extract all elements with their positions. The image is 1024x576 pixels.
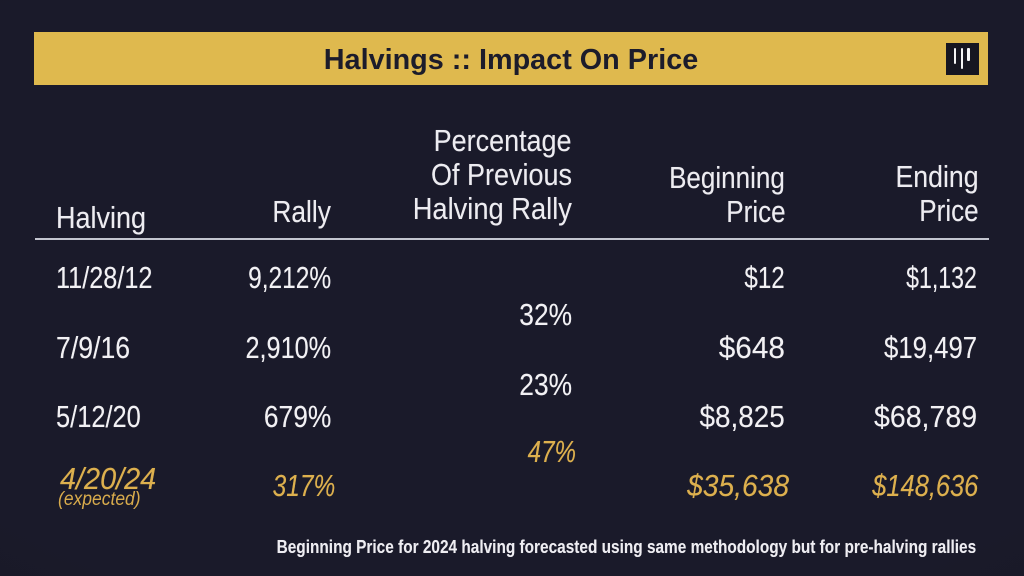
text-col4-line2: Price <box>725 193 786 229</box>
table-cell-rally-1: 9,212% <box>226 262 331 293</box>
text-rally: 2,910% <box>245 329 331 365</box>
text-col1: Halving <box>56 199 146 235</box>
table-cell-halving-4: 4/20/24 <box>60 463 163 494</box>
slide-footnote: Beginning Price for 2024 halving forecas… <box>158 537 977 558</box>
text-ending-price: $19,497 <box>883 329 977 365</box>
text-ending-price: $68,789 <box>873 398 977 434</box>
text-pct-of-previous: 23% <box>519 366 572 402</box>
text-halving: 4/20/24 <box>60 460 157 496</box>
text-halving: 11/28/12 <box>56 259 153 295</box>
text-col5-line1: Ending <box>895 158 979 194</box>
text-pct-of-previous: 32% <box>519 297 572 333</box>
table-cell-ending-2: $19,497 <box>865 332 977 363</box>
text-pct-of-previous: 47% <box>527 433 576 469</box>
title-banner: Halvings :: Impact On Price <box>34 32 988 85</box>
text-ending-price: $148,636 <box>871 467 978 503</box>
column-header-beginning-price: Beginning Price <box>647 159 786 229</box>
text-halving: 5/12/20 <box>56 398 141 434</box>
column-header-ending-price: Ending Price <box>882 158 979 228</box>
header-divider <box>35 237 989 241</box>
table-cell-beginning-1: $12 <box>733 262 785 293</box>
table-cell-pct-between-1: 32% <box>510 299 572 330</box>
column-header-halving: Halving <box>56 199 159 235</box>
text-beginning-price: $648 <box>718 329 786 365</box>
column-header-pct-of-previous: Percentage Of Previous Halving Rally <box>391 122 572 226</box>
slide-title: Halvings :: Impact On Price <box>323 44 699 77</box>
table-cell-halving-4-note: (expected) <box>58 490 148 509</box>
text-beginning-price: $12 <box>744 259 786 295</box>
table-cell-beginning-4: $35,638 <box>677 470 789 501</box>
table-cell-halving-3: 5/12/20 <box>56 401 159 432</box>
text-col3-line3: Halving Rally <box>412 190 572 226</box>
column-header-rally: Rally <box>262 193 331 229</box>
text-col3-line2: Of Previous <box>431 156 572 192</box>
text-beginning-price: $35,638 <box>687 467 789 503</box>
text-rally: 9,212% <box>247 259 331 295</box>
table-cell-ending-4: $148,636 <box>849 470 978 501</box>
table-cell-rally-2: 2,910% <box>226 332 331 363</box>
table-cell-beginning-3: $8,825 <box>690 401 785 432</box>
text-beginning-price: $8,825 <box>699 398 786 434</box>
table-cell-halving-2: 7/9/16 <box>56 332 142 363</box>
text-note: (expected) <box>58 488 141 510</box>
text-halving: 7/9/16 <box>56 329 131 365</box>
table-cell-halving-1: 11/28/12 <box>56 262 174 293</box>
table-cell-rally-4: 317% <box>256 470 335 501</box>
table-cell-rally-3: 679% <box>252 401 331 432</box>
logo-bar-icon <box>960 48 964 70</box>
text-footnote: Beginning Price for 2024 halving forecas… <box>276 537 977 558</box>
text-col3-line1: Percentage <box>434 122 572 158</box>
text-col5-line2: Price <box>919 192 979 228</box>
brand-logo-icon <box>946 42 979 75</box>
text-ending-price: $1,132 <box>906 259 977 295</box>
table-cell-pct-between-2: 23% <box>510 369 572 400</box>
text-rally: 317% <box>272 467 335 503</box>
text-col2: Rally <box>272 193 331 229</box>
logo-bar-icon <box>967 48 970 62</box>
table-cell-pct-between-3: 47% <box>514 436 576 467</box>
text-rally: 679% <box>263 398 331 434</box>
table-cell-ending-3: $68,789 <box>865 401 977 432</box>
table-cell-beginning-2: $648 <box>716 332 785 363</box>
logo-bar-icon <box>953 48 957 64</box>
text-col4-line1: Beginning <box>669 159 786 195</box>
table-cell-ending-1: $1,132 <box>882 262 977 293</box>
